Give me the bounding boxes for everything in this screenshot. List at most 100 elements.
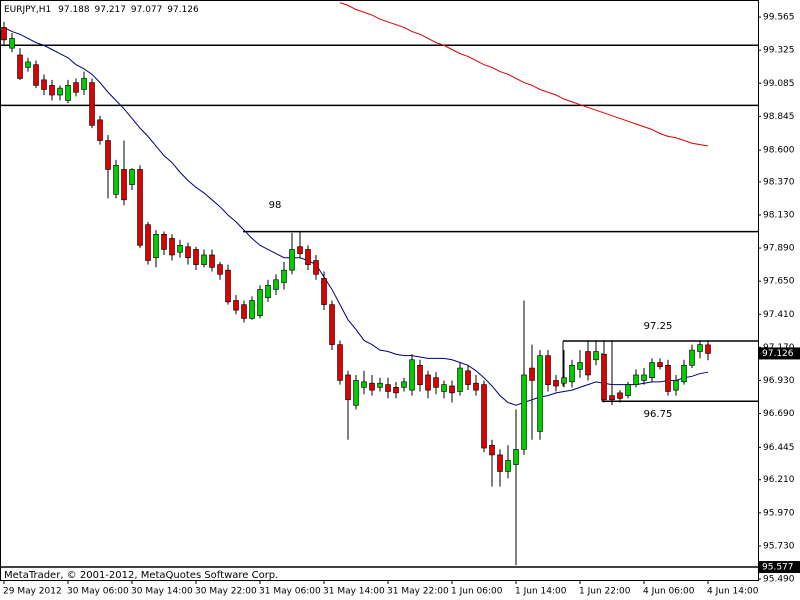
candle-body (409, 359, 415, 391)
ohlc-low: 97.077 (131, 5, 163, 15)
candle-body (425, 374, 431, 391)
chart-title: EURJPY,H1 97.188 97.217 97.077 97.126 (4, 5, 199, 15)
candle-body (233, 300, 239, 311)
candle-body (617, 392, 623, 399)
candle-body (57, 87, 63, 96)
candle-body (497, 454, 503, 472)
moving-average-line (339, 2, 709, 147)
x-tick-label: 1 Jun 14:00 (515, 587, 567, 597)
candle-body (553, 380, 559, 387)
x-tick-label: 4 Jun 14:00 (707, 587, 759, 597)
ohlc-high: 97.217 (95, 5, 127, 15)
candle-body (169, 238, 175, 256)
current-price-label: 97.126 (762, 349, 794, 359)
moving-average-line (3, 26, 709, 406)
y-tick-label: 97.650 (763, 277, 795, 287)
x-tick-label: 31 May 22:00 (387, 587, 449, 597)
candle-body (329, 304, 335, 345)
y-tick-label: 98.370 (763, 177, 795, 187)
candle-body (33, 64, 39, 86)
y-tick-label: 97.890 (763, 244, 795, 254)
plot-frame (0, 0, 759, 581)
candle-body (473, 382, 479, 391)
candle-body (113, 165, 119, 195)
y-tick-label: 98.600 (763, 146, 795, 156)
current-price-label-bg (759, 347, 800, 360)
y-tick-label: 99.565 (763, 13, 795, 23)
candle-body (361, 381, 367, 388)
candle-body (153, 233, 159, 259)
candle-body (225, 269, 231, 303)
candle-body (265, 285, 271, 299)
candle-body (65, 85, 71, 101)
candle-body (489, 444, 495, 456)
candle-body (249, 300, 255, 319)
candle-body (593, 351, 599, 361)
candle-body (569, 364, 575, 383)
candle-body (185, 246, 191, 259)
candle-body (385, 384, 391, 392)
candle-body (641, 374, 647, 381)
candle-body (545, 355, 551, 385)
candle-body (633, 374, 639, 385)
level-annotation: 98 (269, 200, 282, 211)
candle-body (353, 380, 359, 406)
candle-body (321, 278, 327, 305)
candle-body (137, 169, 143, 246)
candle-body (513, 449, 519, 465)
x-tick-label: 29 May 2012 (3, 587, 62, 597)
candle-body (345, 374, 351, 401)
candle-body (241, 304, 247, 319)
y-tick-label: 98.130 (763, 210, 795, 220)
candle-body (537, 355, 543, 432)
candle-body (401, 381, 407, 388)
candle-body (297, 246, 303, 254)
candle-body (705, 344, 711, 354)
candle-body (585, 351, 591, 376)
candle-body (657, 362, 663, 367)
x-tick-label: 30 May 06:00 (67, 587, 129, 597)
candle-body (433, 377, 439, 388)
candle-body (393, 387, 399, 394)
candle-body (89, 82, 95, 126)
candle-body (337, 344, 343, 381)
symbol-label: EURJPY,H1 (4, 5, 51, 15)
candle-body (505, 460, 511, 472)
candle-body (665, 364, 671, 392)
candle-body (449, 385, 455, 394)
x-tick-label: 30 May 22:00 (195, 587, 257, 597)
candle-body (97, 119, 103, 141)
y-tick-label: 95.970 (763, 508, 795, 518)
candle-body (25, 61, 31, 68)
candle-body (281, 269, 287, 283)
candle-body (313, 260, 319, 275)
candle-body (217, 264, 223, 275)
candle-body (121, 169, 127, 201)
candle-body (9, 38, 15, 49)
candle-body (481, 384, 487, 449)
x-tick-label: 31 May 14:00 (323, 587, 385, 597)
y-tick-label: 96.210 (763, 475, 795, 485)
candle-body (41, 79, 47, 90)
level-annotation: 96.75 (644, 409, 673, 420)
y-tick-label: 95.730 (763, 541, 795, 551)
candle-body (305, 249, 311, 265)
candle-body (105, 140, 111, 170)
y-tick-label: 96.930 (763, 376, 795, 386)
candle-body (521, 374, 527, 450)
candle-body (561, 377, 567, 384)
candle-body (697, 344, 703, 352)
candle-body (441, 384, 447, 392)
candle-body (201, 254, 207, 265)
candle-body (577, 362, 583, 370)
x-tick-label: 1 Jun 22:00 (579, 587, 631, 597)
y-tick-label: 96.690 (763, 409, 795, 419)
y-tick-label: 98.845 (763, 112, 795, 122)
candle-body (649, 362, 655, 379)
level-price-label: 95.577 (762, 563, 794, 573)
candle-body (681, 364, 687, 383)
ohlc-open: 97.188 (58, 5, 90, 15)
candle-body (49, 85, 55, 96)
candle-body (17, 54, 23, 79)
